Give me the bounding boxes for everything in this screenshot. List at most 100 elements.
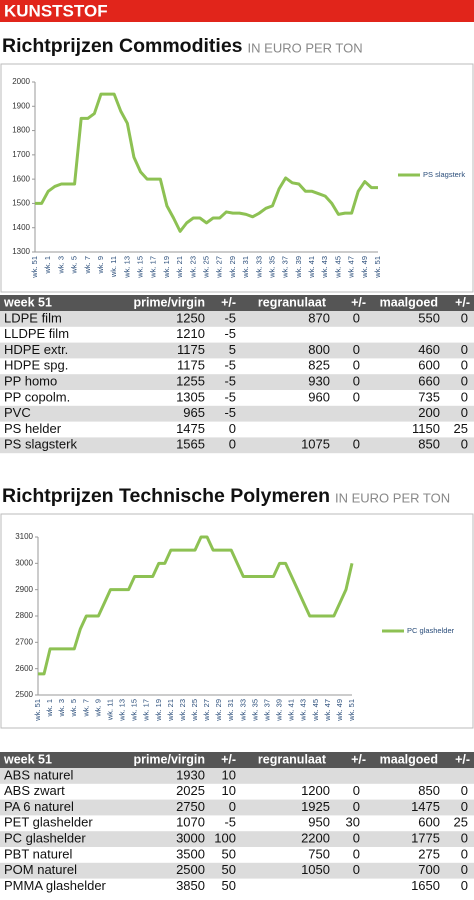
x-tick-label: wk. 13 — [122, 256, 131, 279]
table-cell: 0 — [353, 846, 360, 861]
table-cell: PS helder — [4, 421, 62, 436]
table-cell: 1070 — [176, 815, 205, 830]
x-tick-label: wk. 29 — [214, 699, 223, 722]
table-cell: 0 — [353, 783, 360, 798]
table-header: week 51 — [3, 752, 52, 766]
y-tick-label: 3000 — [15, 558, 33, 567]
table-row-bg — [0, 437, 474, 454]
table-cell: 0 — [353, 437, 360, 452]
x-tick-label: wk. 3 — [56, 256, 65, 275]
table-cell: 0 — [461, 862, 468, 877]
x-tick-label: wk. 17 — [142, 699, 151, 722]
table-row-bg — [0, 768, 474, 784]
x-tick-label: wk. 5 — [70, 256, 79, 275]
table-header: prime/virgin — [133, 295, 205, 309]
y-tick-label: 1900 — [12, 101, 30, 110]
table-cell: 0 — [461, 389, 468, 404]
table-cell: 460 — [418, 342, 440, 357]
table-cell: 0 — [229, 799, 236, 814]
table-cell: 3850 — [176, 878, 205, 893]
table-cell: PP copolm. — [4, 389, 70, 404]
table-row-bg — [0, 311, 474, 327]
x-tick-label: wk. 23 — [188, 256, 197, 279]
table-cell: 25 — [454, 815, 468, 830]
table-cell: 850 — [418, 437, 440, 452]
table-header-bg — [0, 295, 474, 311]
table-header-bg — [0, 752, 474, 768]
x-tick-label: wk. 51 — [373, 256, 382, 279]
table-header: regranulaat — [258, 752, 327, 766]
table-cell: PVC — [4, 405, 31, 420]
y-tick-label: 1700 — [12, 150, 30, 159]
x-tick-label: wk. 49 — [335, 699, 344, 722]
table-header: maalgoed — [380, 295, 438, 309]
table-cell: PMMA glashelder — [4, 878, 107, 893]
x-tick-label: wk. 15 — [130, 699, 139, 722]
table-cell: 1925 — [301, 799, 330, 814]
table-cell: 275 — [418, 846, 440, 861]
table-cell: 965 — [183, 405, 205, 420]
series-line — [38, 535, 354, 676]
y-tick-label: 3100 — [15, 532, 33, 541]
table-cell: 825 — [308, 358, 330, 373]
table-header: maalgoed — [380, 752, 438, 766]
table-cell: PP homo — [4, 374, 57, 389]
x-tick-label: wk. 41 — [307, 256, 316, 279]
table-cell: 660 — [418, 374, 440, 389]
table-cell: 2200 — [301, 831, 330, 846]
table-cell: 3000 — [176, 831, 205, 846]
table-cell: 700 — [418, 862, 440, 877]
x-tick-label: wk. 33 — [254, 256, 263, 279]
x-tick-label: wk. 9 — [96, 256, 105, 275]
y-tick-label: 2600 — [15, 664, 33, 673]
table-cell: LLDPE film — [4, 326, 69, 341]
x-tick-label: wk. 25 — [201, 256, 210, 279]
table-header: +/- — [455, 295, 470, 309]
table-cell: 0 — [353, 374, 360, 389]
table-cell: 800 — [308, 342, 330, 357]
table-cell: PC glashelder — [4, 831, 86, 846]
x-tick-label: wk. 51 — [30, 256, 39, 279]
x-tick-label: wk. 1 — [45, 699, 54, 718]
table-cell: 1200 — [301, 783, 330, 798]
table-cell: 0 — [353, 389, 360, 404]
table-cell: 0 — [461, 783, 468, 798]
table-row-bg — [0, 374, 474, 390]
table-cell: 5 — [229, 342, 236, 357]
table-cell: 50 — [222, 862, 236, 877]
table-cell: 870 — [308, 310, 330, 325]
x-tick-label: wk. 25 — [190, 699, 199, 722]
table-cell: ABS zwart — [4, 783, 65, 798]
table-cell: 735 — [418, 389, 440, 404]
table-cell: 2750 — [176, 799, 205, 814]
table-header: week 51 — [3, 295, 52, 309]
table-row-bg — [0, 831, 474, 847]
table-cell: 2025 — [176, 783, 205, 798]
table-cell: PS slagsterk — [4, 437, 77, 452]
section-title: Richtprijzen Technische Polymeren — [2, 485, 330, 507]
chart-frame — [0, 513, 474, 729]
x-tick-label: wk. 19 — [154, 699, 163, 722]
table-cell: 0 — [461, 374, 468, 389]
table-cell: 550 — [418, 310, 440, 325]
y-tick-label: 2900 — [15, 585, 33, 594]
table-cell: 0 — [461, 831, 468, 846]
x-tick-label: wk. 7 — [83, 256, 92, 275]
table-cell: PBT naturel — [4, 846, 73, 861]
table-cell: 0 — [461, 342, 468, 357]
x-tick-label: wk. 21 — [166, 699, 175, 722]
legend-label: PC glashelder — [407, 626, 455, 635]
x-tick-label: wk. 41 — [287, 699, 296, 722]
table-cell: -5 — [224, 815, 236, 830]
table-row-bg — [0, 342, 474, 359]
table-cell: 950 — [308, 815, 330, 830]
table-cell: 50 — [222, 846, 236, 861]
table-cell: 960 — [308, 389, 330, 404]
table-header: regranulaat — [258, 295, 327, 309]
x-tick-label: wk. 11 — [105, 699, 114, 721]
table-cell: POM naturel — [4, 862, 77, 877]
x-tick-label: wk. 7 — [81, 699, 90, 718]
x-tick-label: wk. 5 — [69, 699, 78, 718]
x-tick-label: wk. 43 — [320, 256, 329, 279]
